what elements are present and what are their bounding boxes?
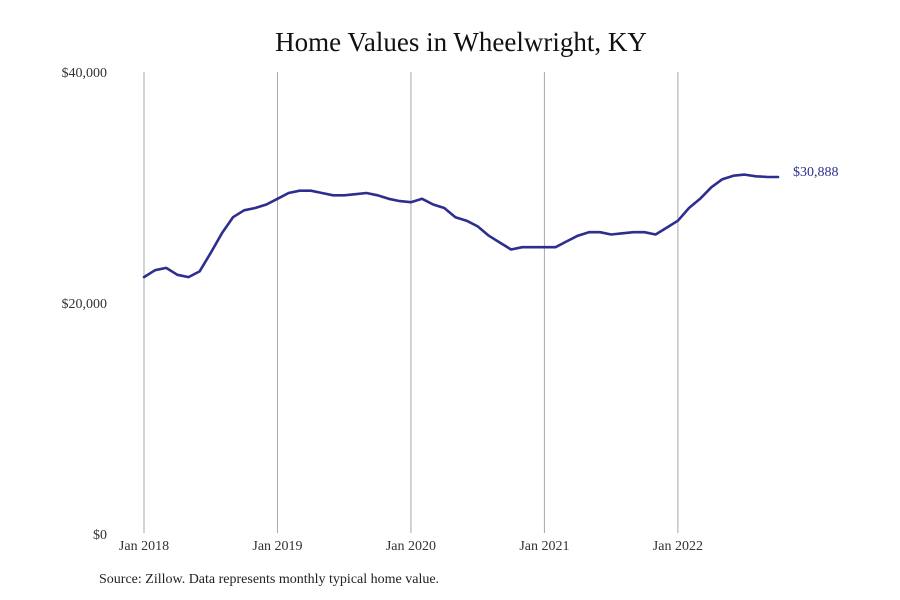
- x-tick-label: Jan 2018: [119, 539, 169, 554]
- y-tick-label: $20,000: [62, 297, 108, 312]
- x-tick-label: Jan 2020: [386, 539, 436, 554]
- y-tick-label: $0: [93, 528, 107, 543]
- x-tick-label: Jan 2022: [653, 539, 703, 554]
- x-gridlines: [143, 72, 679, 533]
- home-value-line: [142, 173, 780, 279]
- last-value-label: $30,888: [793, 165, 839, 180]
- x-axis: Jan 2018 Jan 2019 Jan 2020 Jan 2021 Jan 2022: [119, 539, 703, 554]
- x-tick-label: Jan 2019: [252, 539, 302, 554]
- y-axis: $40,000 $20,000 $0: [62, 66, 108, 543]
- chart-title: Home Values in Wheelwright, KY: [275, 27, 647, 57]
- x-tick-label: Jan 2021: [519, 539, 569, 554]
- series-layer: [142, 173, 780, 279]
- y-tick-label: $40,000: [62, 66, 108, 81]
- source-note: Source: Zillow. Data represents monthly …: [99, 572, 440, 587]
